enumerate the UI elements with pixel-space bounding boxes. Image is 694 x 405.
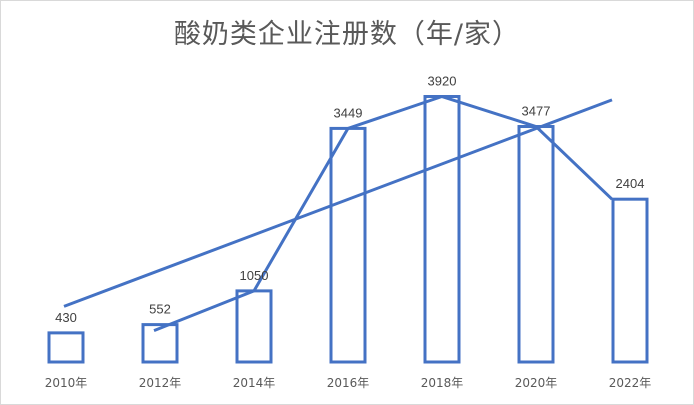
lines-layer [63, 95, 614, 333]
labels-layer: 430 552 1050 3449 3920 3477 2404 [55, 74, 644, 325]
x-tick-label-3: 2016年 [327, 376, 370, 390]
series-line [153, 95, 614, 333]
x-tick-label-1: 2012年 [139, 376, 182, 390]
bar-4 [423, 95, 461, 364]
data-label-1: 552 [149, 302, 171, 317]
x-tick-label-2: 2014年 [233, 376, 276, 390]
data-label-5: 3477 [522, 104, 551, 119]
data-label-0: 430 [55, 310, 77, 325]
data-label-4: 3920 [428, 74, 457, 89]
data-label-2: 1050 [240, 268, 269, 283]
x-tick-label-6: 2022年 [609, 376, 652, 390]
bar-5 [517, 125, 555, 364]
data-label-3: 3449 [334, 105, 363, 120]
trendline [63, 98, 613, 308]
bars-layer [47, 95, 649, 364]
bar-6 [611, 197, 649, 364]
data-label-6: 2404 [616, 176, 645, 191]
x-tick-label-4: 2018年 [421, 376, 464, 390]
bar-0 [47, 331, 85, 364]
chart-title: 酸奶类企业注册数（年/家） [173, 19, 521, 50]
bar-3 [329, 126, 367, 364]
bar-2 [235, 289, 273, 364]
bar-1 [141, 323, 179, 364]
ticks-layer: 2010年 2012年 2014年 2016年 2018年 2020年 2022年 [45, 376, 652, 390]
x-tick-label-0: 2010年 [45, 376, 88, 390]
x-tick-label-5: 2020年 [515, 376, 558, 390]
